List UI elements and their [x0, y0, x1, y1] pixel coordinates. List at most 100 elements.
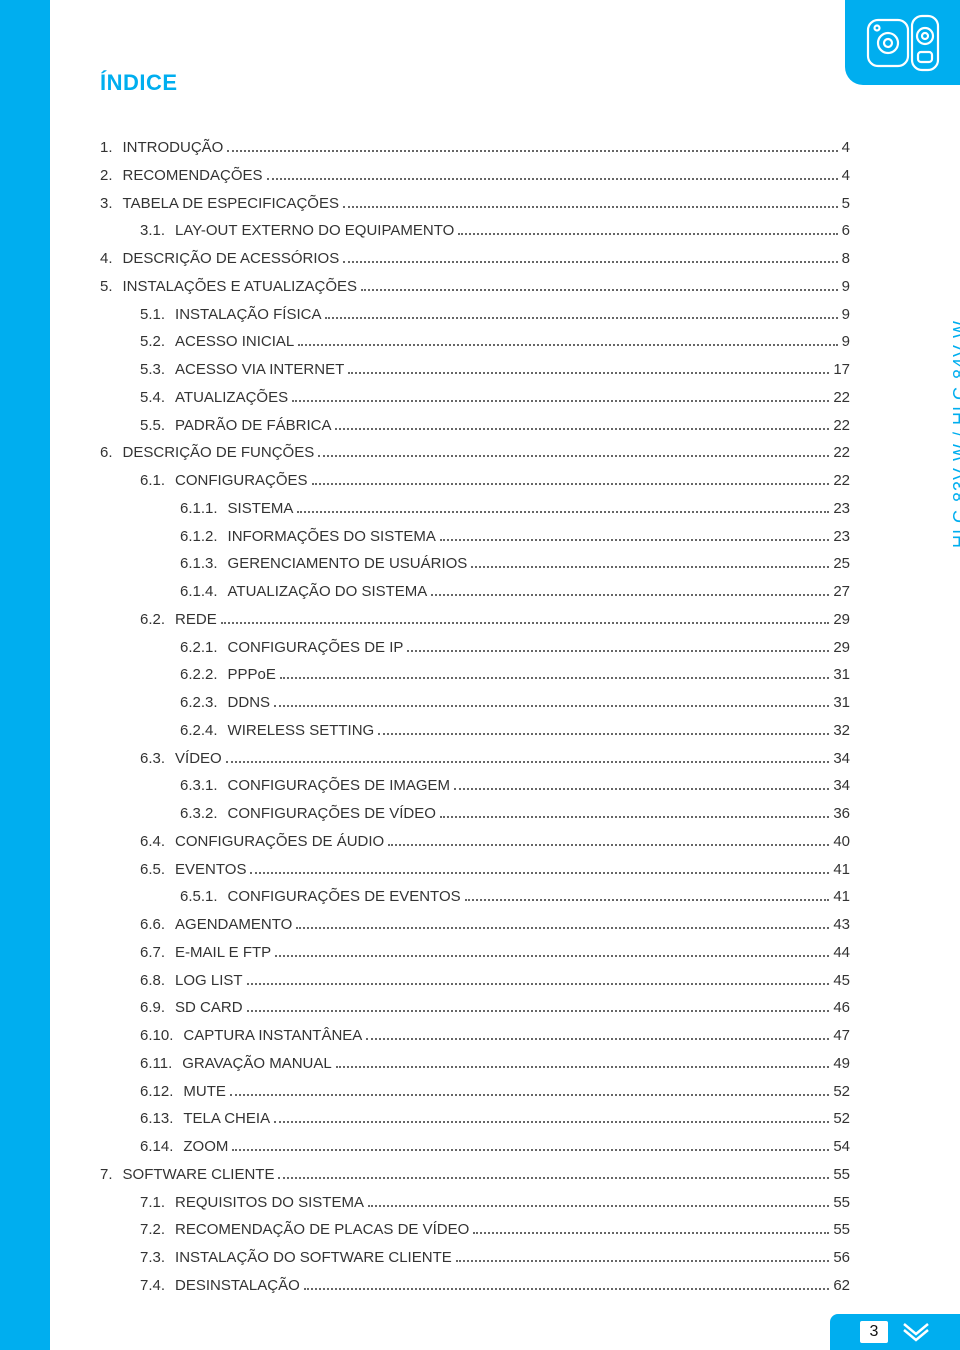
toc-row[interactable]: 6.2.3.DDNS31 [180, 689, 850, 717]
toc-leader-dots [335, 416, 829, 430]
toc-number: 6.8. [140, 967, 175, 995]
toc-page-number: 34 [833, 772, 850, 800]
toc-row[interactable]: 5.4.ATUALIZAÇÕES22 [140, 384, 850, 412]
toc-row[interactable]: 3.TABELA DE ESPECIFICAÇÕES5 [100, 190, 850, 218]
toc-label: INFORMAÇÕES DO SISTEMA [228, 523, 436, 551]
toc-row[interactable]: 6.1.3.GERENCIAMENTO DE USUÁRIOS25 [180, 550, 850, 578]
toc-leader-dots [473, 1221, 829, 1235]
toc-number: 6.1.2. [180, 523, 228, 551]
toc-row[interactable]: 6.1.1.SISTEMA23 [180, 495, 850, 523]
toc-row[interactable]: 6.5.1.CONFIGURAÇÕES DE EVENTOS41 [180, 883, 850, 911]
toc-page-number: 22 [833, 439, 850, 467]
toc-number: 3. [100, 190, 123, 218]
toc-row[interactable]: 7.3.INSTALAÇÃO DO SOFTWARE CLIENTE56 [140, 1244, 850, 1272]
toc-leader-dots [458, 222, 837, 236]
toc-page-number: 23 [833, 495, 850, 523]
toc-row[interactable]: 7.SOFTWARE CLIENTE55 [100, 1161, 850, 1189]
toc-row[interactable]: 5.5.PADRÃO DE FÁBRICA22 [140, 412, 850, 440]
toc-number: 6.4. [140, 828, 175, 856]
toc-leader-dots [292, 388, 829, 402]
toc-page-number: 62 [833, 1272, 850, 1300]
toc-row[interactable]: 5.2.ACESSO INICIAL9 [140, 328, 850, 356]
toc-number: 6.14. [140, 1133, 183, 1161]
toc-number: 6.6. [140, 911, 175, 939]
toc-row[interactable]: 6.10.CAPTURA INSTANTÂNEA47 [140, 1022, 850, 1050]
toc-page-number: 54 [833, 1133, 850, 1161]
toc-label: ZOOM [183, 1133, 228, 1161]
toc-row[interactable]: 6.3.1.CONFIGURAÇÕES DE IMAGEM34 [180, 772, 850, 800]
toc-row[interactable]: 6.2.REDE29 [140, 606, 850, 634]
toc-row[interactable]: 7.1.REQUISITOS DO SISTEMA55 [140, 1189, 850, 1217]
toc-row[interactable]: 6.7.E-MAIL E FTP44 [140, 939, 850, 967]
toc-row[interactable]: 6.11.GRAVAÇÃO MANUAL49 [140, 1050, 850, 1078]
toc-number: 6.1. [140, 467, 175, 495]
toc-leader-dots [471, 555, 829, 569]
toc-leader-dots [348, 361, 829, 375]
toc-row[interactable]: 5.INSTALAÇÕES E ATUALIZAÇÕES9 [100, 273, 850, 301]
toc-row[interactable]: 6.1.4.ATUALIZAÇÃO DO SISTEMA27 [180, 578, 850, 606]
page-title: ÍNDICE [100, 70, 850, 96]
toc-row[interactable]: 1.INTRODUÇÃO4 [100, 134, 850, 162]
toc-label: RECOMENDAÇÃO DE PLACAS DE VÍDEO [175, 1216, 469, 1244]
toc-label: ATUALIZAÇÃO DO SISTEMA [228, 578, 428, 606]
toc-label: REQUISITOS DO SISTEMA [175, 1189, 364, 1217]
toc-number: 6.2.1. [180, 634, 228, 662]
toc-page-number: 55 [833, 1216, 850, 1244]
toc-row[interactable]: 6.14.ZOOM 54 [140, 1133, 850, 1161]
toc-label: LAY-OUT EXTERNO DO EQUIPAMENTO [175, 217, 454, 245]
left-accent-bar [0, 0, 50, 1350]
toc-leader-dots [343, 194, 838, 208]
toc-page-number: 27 [833, 578, 850, 606]
toc-row[interactable]: 6.1.CONFIGURAÇÕES22 [140, 467, 850, 495]
toc-label: REDE [175, 606, 217, 634]
toc-page-number: 9 [842, 301, 850, 329]
toc-page-number: 43 [833, 911, 850, 939]
toc-row[interactable]: 6.8.LOG LIST45 [140, 967, 850, 995]
toc-row[interactable]: 2.RECOMENDAÇÕES4 [100, 162, 850, 190]
toc-row[interactable]: 3.1.LAY-OUT EXTERNO DO EQUIPAMENTO6 [140, 217, 850, 245]
toc-number: 2. [100, 162, 123, 190]
toc-label: SOFTWARE CLIENTE [123, 1161, 275, 1189]
toc-page-number: 52 [833, 1105, 850, 1133]
toc-page-number: 55 [833, 1189, 850, 1217]
toc-row[interactable]: 6.2.4.WIRELESS SETTING32 [180, 717, 850, 745]
toc-leader-dots [312, 472, 830, 486]
toc-row[interactable]: 6.4.CONFIGURAÇÕES DE ÁUDIO40 [140, 828, 850, 856]
toc-row[interactable]: 6.3.VÍDEO34 [140, 745, 850, 773]
toc-row[interactable]: 6.13.TELA CHEIA 52 [140, 1105, 850, 1133]
toc-number: 6.13. [140, 1105, 183, 1133]
toc-leader-dots [304, 1276, 830, 1290]
toc-leader-dots [275, 943, 829, 957]
toc-label: TELA CHEIA [183, 1105, 270, 1133]
toc-label: INTRODUÇÃO [123, 134, 224, 162]
brand-chevron-icon [902, 1322, 930, 1342]
toc-label: CONFIGURAÇÕES DE ÁUDIO [175, 828, 384, 856]
toc-page-number: 22 [833, 412, 850, 440]
toc-row[interactable]: 6.5.EVENTOS41 [140, 856, 850, 884]
toc-row[interactable]: 4.DESCRIÇÃO DE ACESSÓRIOS8 [100, 245, 850, 273]
toc-row[interactable]: 6.3.2.CONFIGURAÇÕES DE VÍDEO36 [180, 800, 850, 828]
toc-row[interactable]: 6.9.SD CARD46 [140, 994, 850, 1022]
toc-row[interactable]: 6.6.AGENDAMENTO 43 [140, 911, 850, 939]
toc-page-number: 22 [833, 384, 850, 412]
toc-page-number: 29 [833, 634, 850, 662]
toc-row[interactable]: 6.1.2.INFORMAÇÕES DO SISTEMA23 [180, 523, 850, 551]
toc-label: AGENDAMENTO [175, 911, 292, 939]
toc-label: CAPTURA INSTANTÂNEA [183, 1022, 362, 1050]
toc-row[interactable]: 7.4.DESINSTALAÇÃO62 [140, 1272, 850, 1300]
toc-number: 6.3.2. [180, 800, 228, 828]
toc-row[interactable]: 5.1.INSTALAÇÃO FÍSICA9 [140, 301, 850, 329]
toc-row[interactable]: 7.2.RECOMENDAÇÃO DE PLACAS DE VÍDEO55 [140, 1216, 850, 1244]
toc-row[interactable]: 5.3.ACESSO VIA INTERNET17 [140, 356, 850, 384]
toc-row[interactable]: 6.2.2.PPPoE31 [180, 661, 850, 689]
toc-leader-dots [325, 305, 837, 319]
toc-row[interactable]: 6.2.1.CONFIGURAÇÕES DE IP29 [180, 634, 850, 662]
toc-number: 5.2. [140, 328, 175, 356]
toc-row[interactable]: 6.DESCRIÇÃO DE FUNÇÕES22 [100, 439, 850, 467]
footer-badge: 3 [830, 1314, 960, 1350]
toc-row[interactable]: 6.12.MUTE52 [140, 1078, 850, 1106]
toc-number: 5.3. [140, 356, 175, 384]
model-side-label: HLC-83V-W / HLC-84V-W [950, 320, 960, 548]
toc-leader-dots [232, 1138, 829, 1152]
toc-number: 6.1.1. [180, 495, 228, 523]
